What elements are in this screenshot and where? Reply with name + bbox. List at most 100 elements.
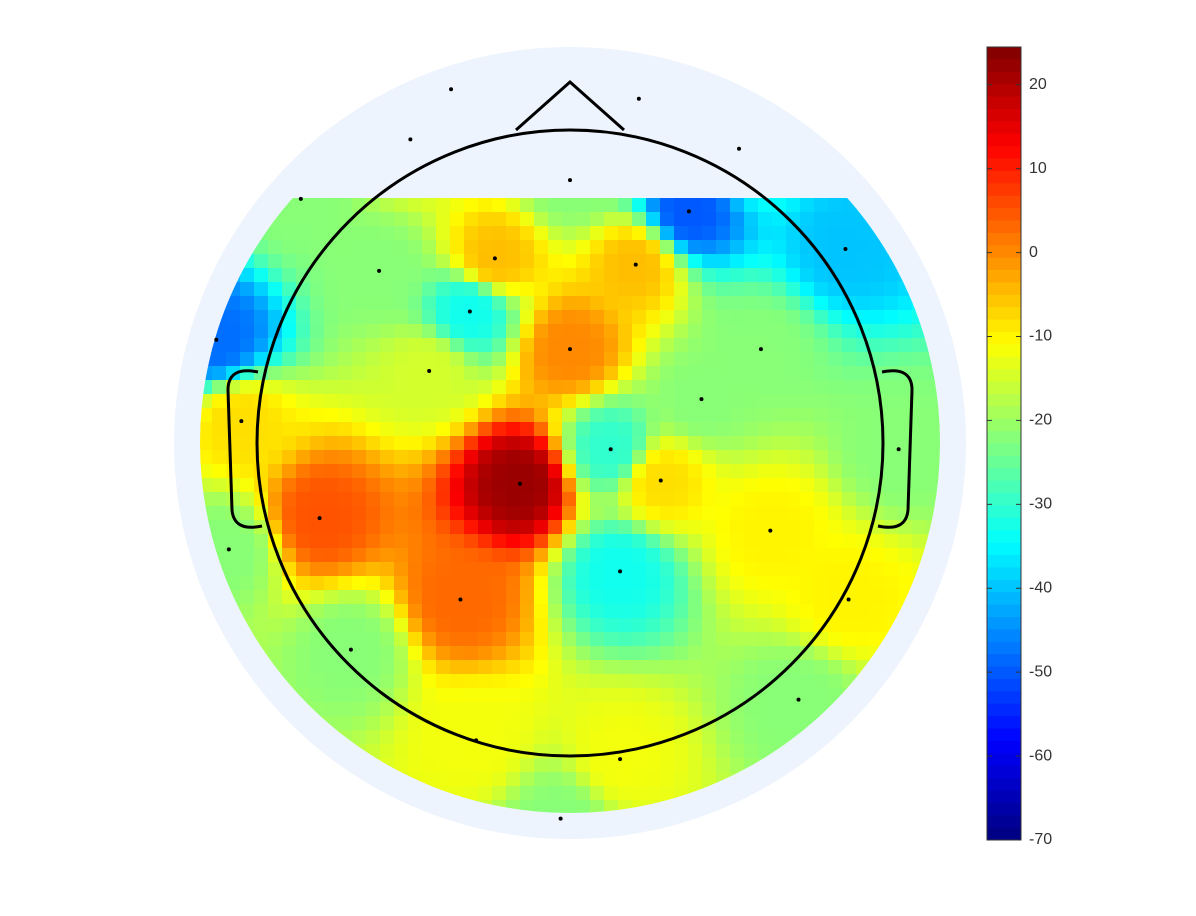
map-cell xyxy=(562,212,577,227)
map-cell xyxy=(702,506,717,521)
map-cell xyxy=(730,590,745,605)
electrode xyxy=(636,96,641,101)
map-cell xyxy=(744,240,759,255)
map-cell xyxy=(660,632,675,647)
map-cell xyxy=(254,576,269,591)
map-cell xyxy=(338,296,353,311)
map-cell xyxy=(324,198,339,213)
colorbar-cell xyxy=(987,555,1021,568)
map-cell xyxy=(352,380,367,395)
colorbar-cell xyxy=(987,604,1021,618)
map-cell xyxy=(464,464,479,479)
map-cell xyxy=(324,450,339,465)
map-cell xyxy=(730,604,745,619)
map-cell xyxy=(394,296,409,311)
map-cell xyxy=(772,310,787,325)
map-cell xyxy=(548,548,563,563)
map-cell xyxy=(408,632,423,647)
map-cell xyxy=(618,786,633,801)
map-cell xyxy=(296,562,311,577)
map-cell xyxy=(786,226,801,241)
map-cell xyxy=(716,282,731,297)
map-cell xyxy=(338,562,353,577)
map-cell xyxy=(618,394,633,409)
map-cell xyxy=(520,324,535,339)
map-cell xyxy=(702,352,717,367)
map-cell xyxy=(856,646,871,661)
map-cell xyxy=(520,632,535,647)
map-cell xyxy=(310,282,325,297)
map-cell xyxy=(716,338,731,353)
map-cell xyxy=(268,296,283,311)
colorbar-cell xyxy=(987,431,1021,444)
map-cell xyxy=(772,394,787,409)
map-cell xyxy=(786,674,801,689)
map-cell xyxy=(772,254,787,269)
map-cell xyxy=(478,254,493,269)
map-cell xyxy=(632,492,647,507)
map-cell xyxy=(226,310,241,325)
colorbar-cell xyxy=(987,592,1021,606)
map-cell xyxy=(310,548,325,563)
map-cell xyxy=(912,534,927,549)
map-cell xyxy=(562,492,577,507)
map-cell xyxy=(702,618,717,633)
map-cell xyxy=(674,324,689,339)
map-cell xyxy=(842,226,857,241)
map-cell xyxy=(702,450,717,465)
map-cell xyxy=(534,716,549,731)
map-cell xyxy=(310,632,325,647)
map-cell xyxy=(506,492,521,507)
map-cell xyxy=(380,478,395,493)
map-cell xyxy=(282,464,297,479)
map-cell xyxy=(408,198,423,213)
map-cell xyxy=(674,282,689,297)
map-cell xyxy=(590,800,605,813)
map-cell xyxy=(842,408,857,423)
map-cell xyxy=(450,772,465,787)
map-cell xyxy=(394,506,409,521)
map-cell xyxy=(632,422,647,437)
map-cell xyxy=(492,212,507,227)
map-cell xyxy=(562,632,577,647)
map-cell xyxy=(478,660,493,675)
map-cell xyxy=(338,226,353,241)
map-cell xyxy=(660,604,675,619)
map-cell xyxy=(730,366,745,381)
map-cell xyxy=(604,366,619,381)
map-cell xyxy=(408,618,423,633)
map-cell xyxy=(380,422,395,437)
colorbar-cell xyxy=(987,270,1021,283)
map-cell xyxy=(366,240,381,255)
map-cell xyxy=(758,660,773,675)
map-cell xyxy=(534,576,549,591)
map-cell xyxy=(506,450,521,465)
map-cell xyxy=(716,478,731,493)
map-cell xyxy=(730,268,745,283)
map-cell xyxy=(856,604,871,619)
map-cell xyxy=(646,744,661,759)
map-cell xyxy=(310,646,325,661)
map-cell xyxy=(408,464,423,479)
map-cell xyxy=(422,268,437,283)
colorbar-cell xyxy=(987,517,1021,531)
map-cell xyxy=(912,366,927,381)
map-cell xyxy=(296,296,311,311)
electrode xyxy=(737,146,742,151)
map-cell xyxy=(814,590,829,605)
map-cell xyxy=(730,506,745,521)
map-cell xyxy=(618,310,633,325)
map-cell xyxy=(786,324,801,339)
map-cell xyxy=(688,338,703,353)
map-cell xyxy=(408,212,423,227)
map-cell xyxy=(618,492,633,507)
map-cell xyxy=(618,506,633,521)
colorbar-cell xyxy=(987,381,1021,395)
map-cell xyxy=(632,436,647,451)
map-cell xyxy=(548,226,563,241)
map-cell xyxy=(730,198,745,213)
map-cell xyxy=(352,716,367,731)
map-cell xyxy=(576,282,591,297)
map-cell xyxy=(408,366,423,381)
map-cell xyxy=(478,226,493,241)
